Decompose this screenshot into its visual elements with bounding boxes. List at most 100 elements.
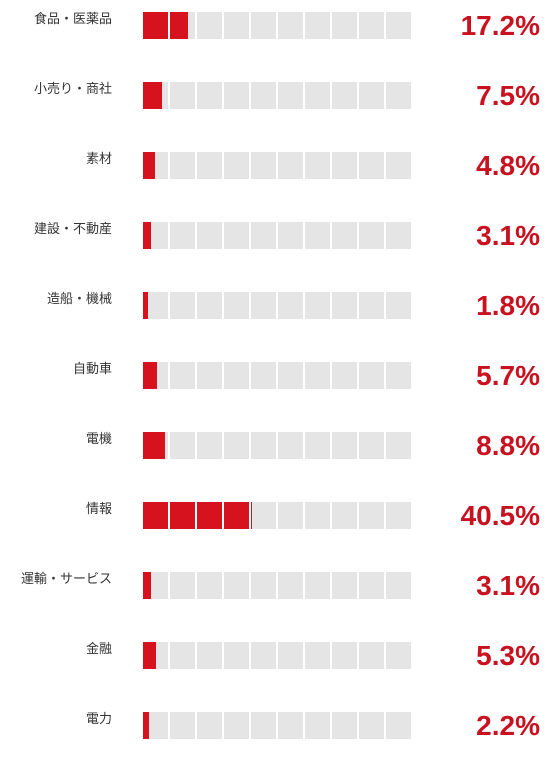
bar-cells xyxy=(143,642,413,669)
bar-cell xyxy=(332,362,357,389)
bar-cell xyxy=(359,12,384,39)
bar-cell xyxy=(251,12,276,39)
bar-cell xyxy=(224,712,249,739)
value-label: 1.8% xyxy=(476,290,540,321)
chart-row: 運輸・サービス 3.1% xyxy=(0,565,556,605)
bar-fill xyxy=(143,222,151,249)
bar-cell xyxy=(305,642,330,669)
chart-row: 金融 5.3% xyxy=(0,635,556,675)
bar-cells xyxy=(143,362,413,389)
bar-cell xyxy=(305,292,330,319)
bar-cell xyxy=(224,222,249,249)
value-label: 7.5% xyxy=(476,80,540,111)
bar-cell xyxy=(251,362,276,389)
bar-cell xyxy=(197,432,222,459)
bar-cell xyxy=(386,12,411,39)
category-label: 自動車 xyxy=(72,362,112,377)
category-label: 建設・不動産 xyxy=(33,222,112,237)
bar-cell xyxy=(143,82,168,109)
bar-cell xyxy=(170,432,195,459)
bar-cell xyxy=(332,572,357,599)
bar-cell xyxy=(359,362,384,389)
bar-cell xyxy=(332,432,357,459)
bar-fill xyxy=(143,712,149,739)
chart-row: 食品・医薬品 17.2% xyxy=(0,5,556,45)
bar-cell xyxy=(332,642,357,669)
value-label: 4.8% xyxy=(476,150,540,181)
bar-cell xyxy=(359,152,384,179)
bar-cell xyxy=(251,432,276,459)
bar-cell xyxy=(278,222,303,249)
bar-cell xyxy=(278,502,303,529)
bar-cell xyxy=(332,152,357,179)
bar-cells xyxy=(143,502,413,529)
bar-cell xyxy=(197,152,222,179)
bar-cell xyxy=(251,152,276,179)
bar-cell xyxy=(170,82,195,109)
chart-row: 造船・機械 1.8% xyxy=(0,285,556,325)
bar-fill xyxy=(224,502,249,529)
value-label: 2.2% xyxy=(476,710,540,741)
bar-cell xyxy=(305,712,330,739)
bar-cell xyxy=(386,572,411,599)
bar-fill xyxy=(143,432,165,459)
bar-cell xyxy=(386,432,411,459)
bar-cell xyxy=(359,572,384,599)
bar-cell xyxy=(224,292,249,319)
bar-cell xyxy=(170,502,195,529)
bar-fill xyxy=(143,82,162,109)
bar-cell xyxy=(332,292,357,319)
bar-cell xyxy=(332,12,357,39)
bar-cell xyxy=(143,502,168,529)
bar-fill xyxy=(143,362,158,389)
bar-cells xyxy=(143,432,413,459)
bar-cell xyxy=(143,362,168,389)
bar-cell xyxy=(305,152,330,179)
category-label: 金融 xyxy=(85,642,112,657)
bar-cell xyxy=(224,572,249,599)
bar-cell xyxy=(359,642,384,669)
bar-cell xyxy=(170,572,195,599)
bar-fill xyxy=(143,292,148,319)
bar-cell xyxy=(278,82,303,109)
chart-row: 建設・不動産 3.1% xyxy=(0,215,556,255)
bar-cell xyxy=(170,712,195,739)
bar-cells xyxy=(143,82,413,109)
chart-row: 自動車 5.7% xyxy=(0,355,556,395)
bar-cell xyxy=(305,572,330,599)
bar-cell xyxy=(251,502,276,529)
bar-cell xyxy=(278,12,303,39)
chart-row: 電機 8.8% xyxy=(0,425,556,465)
bar-cell xyxy=(143,292,168,319)
bar-cell xyxy=(197,362,222,389)
bar-fill xyxy=(143,572,151,599)
bar-cell xyxy=(197,502,222,529)
bar-cells xyxy=(143,222,413,249)
bar-cell xyxy=(305,222,330,249)
bar-cell xyxy=(251,712,276,739)
bar-cell xyxy=(143,572,168,599)
bar-cell xyxy=(143,12,168,39)
bar-cell xyxy=(359,432,384,459)
bar-cells xyxy=(143,712,413,739)
bar-fill xyxy=(143,152,155,179)
bar-cell xyxy=(386,292,411,319)
bar-fill xyxy=(197,502,222,529)
bar-cell xyxy=(224,152,249,179)
bar-cell xyxy=(332,502,357,529)
bar-cell xyxy=(170,292,195,319)
bar-cell xyxy=(386,712,411,739)
bar-cell xyxy=(359,502,384,529)
bar-fill xyxy=(143,502,168,529)
bar-cell xyxy=(386,642,411,669)
bar-cell xyxy=(278,292,303,319)
category-label: 小売り・商社 xyxy=(33,82,112,97)
bar-cell xyxy=(386,362,411,389)
bar-cell xyxy=(251,222,276,249)
bar-cell xyxy=(359,712,384,739)
bar-cell xyxy=(143,222,168,249)
bar-cells xyxy=(143,152,413,179)
bar-cell xyxy=(224,12,249,39)
bar-cell xyxy=(278,712,303,739)
